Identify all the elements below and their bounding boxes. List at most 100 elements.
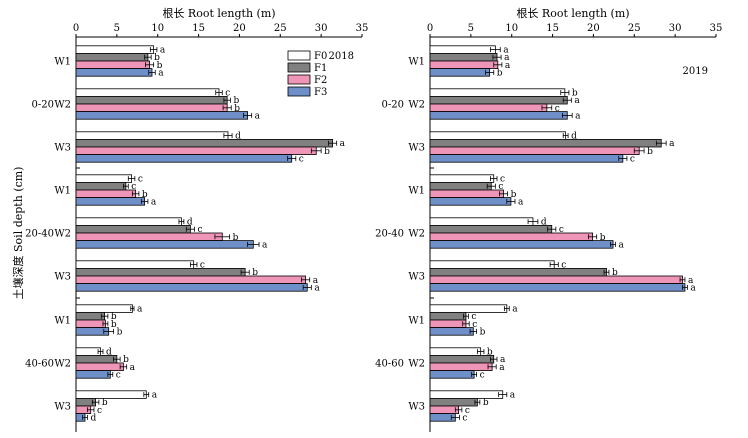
bar-F1 [429,224,553,234]
significance-letter: a [340,139,346,149]
significance-letter: c [97,406,102,416]
significance-letter: a [688,276,694,286]
bar-F0 [75,390,147,399]
bar-F1 [75,96,228,105]
bar-F2 [429,232,594,241]
bar-F2 [75,189,137,198]
bar-F3 [429,68,491,77]
significance-letter: b [154,53,160,63]
category-label: W2 [408,229,425,240]
significance-letter: a [512,305,518,315]
x-tick-label: 25 [628,23,641,34]
significance-letter: b [123,355,129,365]
bar-F1 [429,354,495,364]
bar-F2 [429,146,640,155]
bar-F3 [429,111,568,120]
depth-label: 20-40 [375,229,404,240]
category-label: W1 [408,57,425,68]
significance-letter: a [574,96,580,106]
legend-label-F0: F0 [314,51,327,62]
bar-F0 [429,45,496,54]
significance-letter: b [233,96,239,106]
bar-F0 [75,304,133,313]
x-tick-label: 5 [114,23,120,34]
significance-letter: c [561,261,566,271]
significance-letter: a [499,363,505,373]
bar-F3 [429,283,686,292]
bar-F0 [429,390,504,399]
bar-F2 [429,103,548,112]
bar-F1 [429,96,568,105]
bar-F0 [429,304,508,313]
category-label: W2 [54,229,71,240]
bar-F3 [429,327,474,336]
significance-letter: a [518,197,524,207]
x-tick-label: 30 [315,23,328,34]
significance-letter: c [138,175,143,185]
bar-F2 [75,146,317,155]
depth-label: 40-60 [25,359,54,370]
significance-letter: d [106,348,112,358]
significance-letter: b [111,320,117,330]
significance-letter: c [462,413,467,423]
category-label: W1 [54,316,71,327]
category-label: W2 [408,100,425,111]
x-tick-label: 30 [669,23,682,34]
depth-label: 20-40 [25,229,54,240]
bar-F1 [75,181,127,191]
significance-letter: c [630,154,635,164]
panel-year-label: 2019 [683,66,708,77]
bar-F1 [75,267,246,277]
legend-swatch-F3 [287,86,311,97]
significance-letter: b [117,327,123,337]
bar-F0 [75,347,101,356]
bar-F2 [429,189,504,198]
significance-letter: b [572,89,578,99]
bar-F3 [429,197,512,206]
significance-letter: a [618,240,624,250]
significance-letter: a [504,53,510,63]
significance-letter: b [102,398,108,408]
legend-label-F2: F2 [314,75,327,86]
significance-letter: b [233,233,239,243]
significance-letter: a [313,276,319,286]
significance-letter: c [500,175,505,185]
bar-F3 [75,240,254,249]
bar-F3 [429,240,614,249]
significance-letter: c [131,182,136,192]
x-axis-title: 根长 Root length (m) [162,6,275,20]
significance-letter: b [612,268,618,278]
bar-F1 [75,311,106,321]
bar-F3 [75,111,249,120]
category-label: W1 [408,186,425,197]
bar-F2 [429,405,460,414]
significance-letter: c [480,370,485,380]
significance-letter: a [510,391,516,401]
category-label: W2 [408,359,425,370]
significance-letter: c [225,89,230,99]
bar-F1 [429,267,607,277]
significance-letter: b [487,348,493,358]
x-tick-label: 20 [587,23,600,34]
significance-letter: a [669,139,675,149]
significance-letter: a [152,391,158,401]
bar-F0 [429,260,555,269]
bar-F1 [429,138,662,148]
x-tick-label: 10 [505,23,518,34]
bar-F2 [429,319,467,328]
bar-F1 [429,181,492,191]
panel-year-label: 2018 [329,51,354,62]
depth-label: 0-20 [382,100,404,111]
y-axis-title: 土壤深度 Soil depth (cm) [11,167,25,300]
bar-F3 [75,283,308,292]
x-tick-label: 0 [73,23,79,34]
x-tick-label: 5 [468,23,474,34]
legend-swatch-F2 [287,74,311,85]
significance-letter: b [234,104,240,114]
